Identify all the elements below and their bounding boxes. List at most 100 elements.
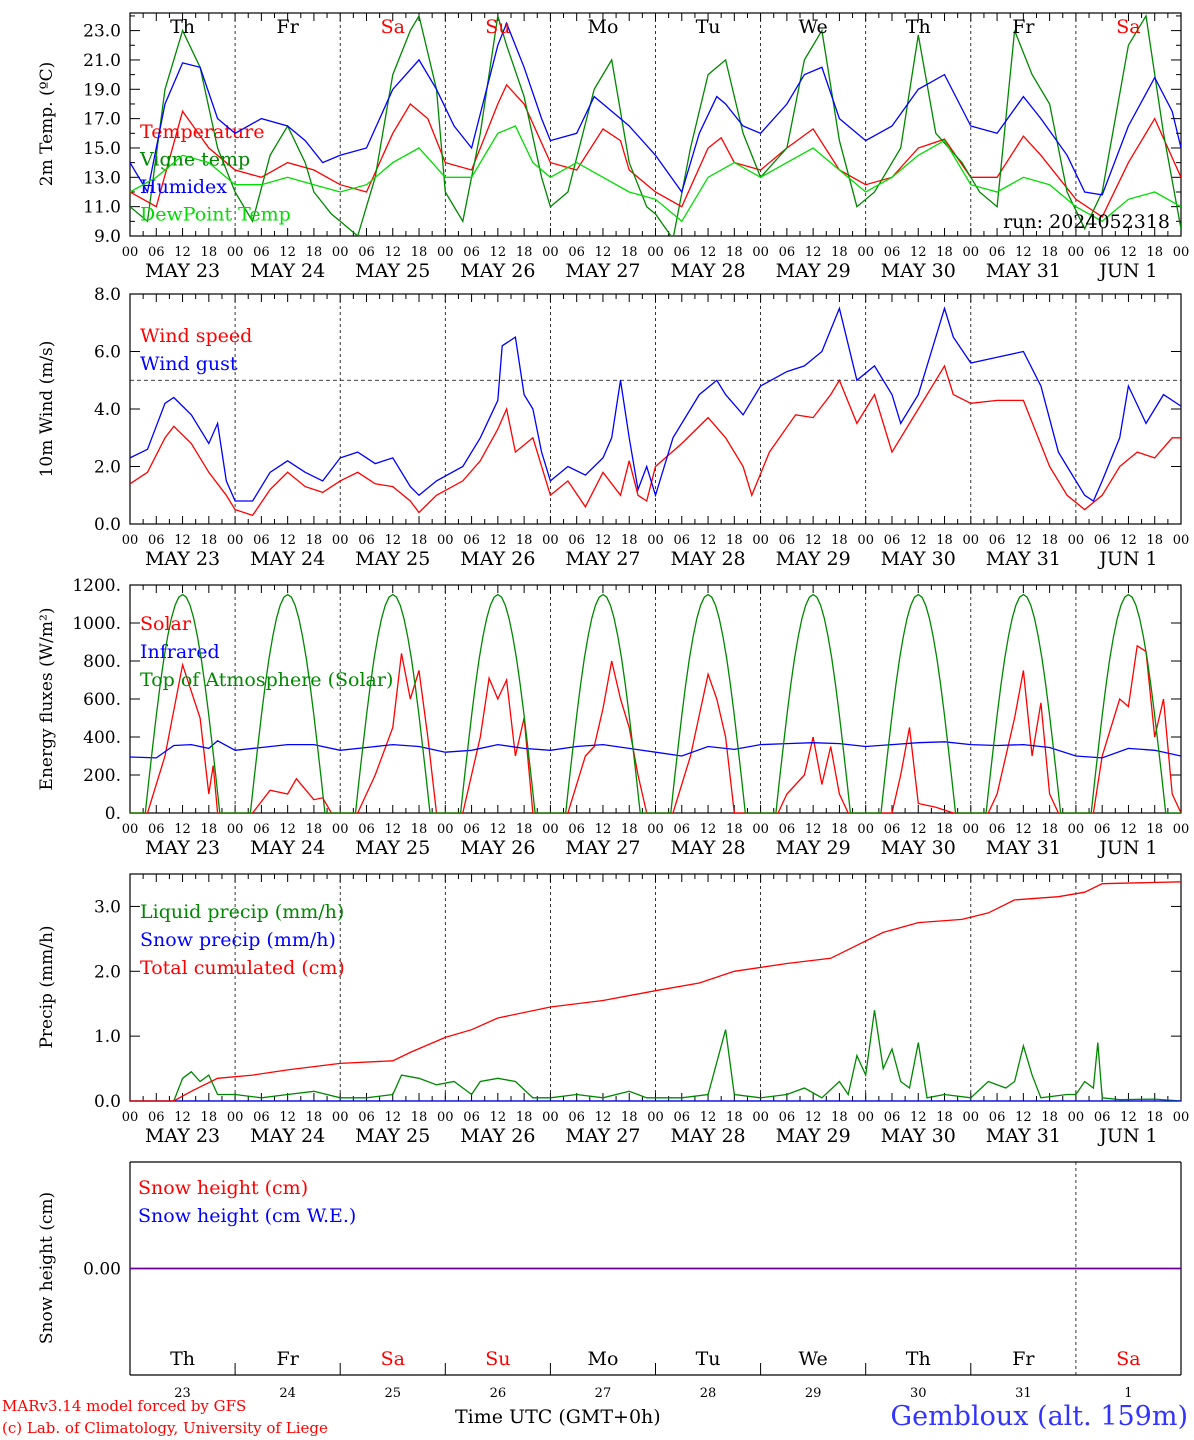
- weekday-label: Fr: [1012, 1348, 1035, 1370]
- date-label: MAY 25: [355, 260, 430, 282]
- date-label: MAY 26: [460, 260, 535, 282]
- hour-tick-label: 12: [805, 1110, 822, 1125]
- date-label: MAY 30: [881, 1125, 956, 1147]
- hour-tick-label: 00: [437, 533, 454, 548]
- y-tick-label: 800.: [83, 652, 121, 672]
- date-label: MAY 23: [145, 548, 220, 570]
- y-tick-label: 0.0: [94, 515, 121, 535]
- series-line-solar: [130, 644, 1181, 813]
- y-tick-label: 200.: [83, 766, 121, 786]
- hour-tick-label: 18: [1146, 822, 1163, 837]
- hour-tick-label: 12: [279, 1110, 296, 1125]
- hour-tick-label: 12: [1120, 533, 1137, 548]
- hour-tick-label: 18: [516, 822, 533, 837]
- weekday-label: We: [799, 16, 828, 38]
- hour-tick-label: 12: [700, 1110, 717, 1125]
- hour-tick-label: 18: [306, 245, 323, 260]
- run-label: run: 2024052318: [1003, 211, 1170, 233]
- hour-tick-label: 06: [779, 245, 796, 260]
- series-line-dewpoint-temp: [130, 125, 1181, 223]
- hour-tick-label: 12: [595, 1110, 612, 1125]
- hour-tick-label: 06: [463, 822, 480, 837]
- hour-tick-label: 06: [989, 822, 1006, 837]
- weekday-label: Sa: [1116, 1348, 1140, 1370]
- weekday-label: Tu: [696, 1348, 721, 1370]
- date-label: MAY 28: [670, 837, 745, 859]
- hour-tick-label: 18: [936, 245, 953, 260]
- hour-tick-label: 12: [700, 245, 717, 260]
- hour-tick-label: 12: [174, 1110, 191, 1125]
- hour-tick-label: 00: [332, 533, 349, 548]
- weekday-label: Th: [906, 1348, 931, 1370]
- hour-tick-label: 00: [647, 533, 664, 548]
- date-label: MAY 24: [250, 1125, 325, 1147]
- hour-tick-label: 00: [227, 245, 244, 260]
- date-label: MAY 24: [250, 260, 325, 282]
- hour-tick-label: 12: [1015, 1110, 1032, 1125]
- date-label: MAY 28: [670, 1125, 745, 1147]
- weekday-label: Su: [485, 1348, 510, 1370]
- hour-tick-label: 00: [752, 245, 769, 260]
- weekday-label: Su: [485, 16, 510, 38]
- y-tick-label: 2.0: [94, 458, 121, 478]
- hour-tick-label: 06: [253, 1110, 270, 1125]
- date-label: MAY 23: [145, 1125, 220, 1147]
- hour-tick-label: 18: [1041, 822, 1058, 837]
- hour-tick-label: 00: [857, 245, 874, 260]
- y-tick-label: 2.0: [94, 962, 121, 982]
- hour-tick-label: 18: [201, 245, 218, 260]
- y-tick-label: 11.0: [83, 198, 121, 218]
- hour-tick-label: 12: [279, 533, 296, 548]
- y-tick-label: 23.0: [83, 22, 121, 42]
- hour-tick-label: 18: [411, 245, 428, 260]
- date-label: MAY 31: [986, 837, 1061, 859]
- y-tick-label: 6.0: [94, 343, 121, 363]
- hour-tick-label: 00: [1068, 533, 1085, 548]
- hour-tick-label: 00: [122, 245, 139, 260]
- hour-tick-label: 12: [595, 822, 612, 837]
- series-line-total-cumulated-cm: [130, 881, 1181, 1101]
- hour-tick-label: 06: [358, 533, 375, 548]
- hour-tick-label: 00: [1173, 533, 1190, 548]
- hour-tick-label: 18: [726, 533, 743, 548]
- hour-tick-label: 18: [936, 822, 953, 837]
- hour-tick-label: 06: [148, 822, 165, 837]
- hour-tick-label: 06: [1094, 822, 1111, 837]
- hour-tick-label: 00: [332, 245, 349, 260]
- hour-tick-label: 12: [910, 533, 927, 548]
- hour-tick-label: 18: [621, 1110, 638, 1125]
- lab-credit: (c) Lab. of Climatology, University of L…: [2, 1419, 328, 1437]
- weekday-label: Tu: [696, 16, 721, 38]
- day-number-label: 29: [805, 1386, 822, 1401]
- hour-tick-label: 00: [857, 1110, 874, 1125]
- hour-tick-label: 12: [490, 533, 507, 548]
- y-axis-title: 10m Wind (m/s): [37, 341, 57, 478]
- legend-label: Snow height (cm): [138, 1177, 308, 1199]
- weekday-label: Fr: [277, 1348, 300, 1370]
- y-tick-label: 4.0: [94, 400, 121, 420]
- hour-tick-label: 06: [463, 1110, 480, 1125]
- date-label: MAY 26: [460, 837, 535, 859]
- hour-tick-label: 00: [857, 533, 874, 548]
- hour-tick-label: 06: [989, 533, 1006, 548]
- hour-tick-label: 00: [437, 245, 454, 260]
- legend-label: Solar: [140, 613, 192, 635]
- series-line-temperature: [130, 83, 1181, 218]
- y-tick-label: 9.0: [94, 227, 121, 247]
- day-number-label: 31: [1015, 1386, 1032, 1401]
- hour-tick-label: 18: [411, 1110, 428, 1125]
- y-tick-label: 0.0: [94, 1092, 121, 1112]
- series-line-humidex: [130, 21, 1181, 196]
- series-line-vigne-temp: [130, 14, 1181, 236]
- hour-tick-label: 00: [963, 533, 980, 548]
- hour-tick-label: 00: [1173, 822, 1190, 837]
- hour-tick-label: 00: [542, 533, 559, 548]
- hour-tick-label: 06: [1094, 245, 1111, 260]
- hour-tick-label: 06: [148, 533, 165, 548]
- hour-tick-label: 06: [884, 245, 901, 260]
- legend-label: Liquid precip (mm/h): [140, 901, 344, 923]
- hour-tick-label: 12: [700, 533, 717, 548]
- hour-tick-label: 12: [1015, 245, 1032, 260]
- hour-tick-label: 06: [674, 822, 691, 837]
- hour-tick-label: 12: [1015, 822, 1032, 837]
